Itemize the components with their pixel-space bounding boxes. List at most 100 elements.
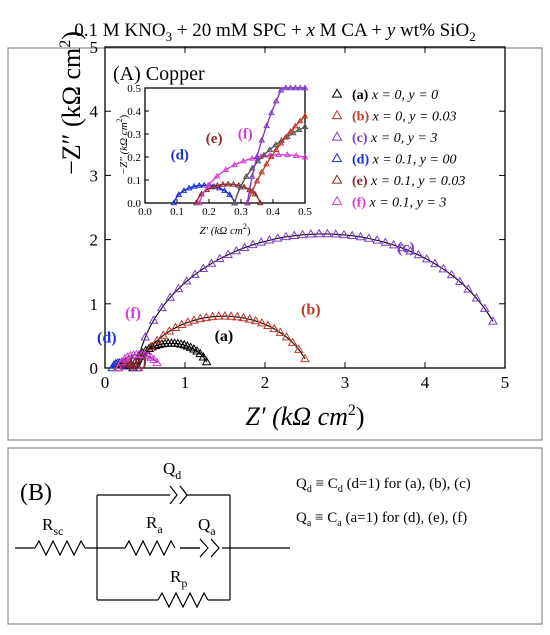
inset-data-point (213, 172, 221, 179)
legend-marker (331, 88, 343, 98)
inset-data-point (244, 199, 251, 206)
inset-data-point (260, 151, 268, 158)
inset-data-point (292, 122, 299, 129)
inset-data-point (224, 180, 232, 187)
equivalent-circuit: Rsc Qd Ra Qa Rp (15, 459, 290, 609)
data-point (232, 311, 243, 321)
data-point (226, 311, 236, 320)
data-point (173, 283, 184, 293)
data-point (153, 339, 164, 349)
inset-series-group: (d) (e) (f) (170, 84, 309, 206)
legend-marker (331, 152, 343, 163)
data-point (488, 316, 498, 325)
data-point (116, 356, 127, 366)
data-point (263, 320, 273, 330)
resistor-rsc (34, 539, 86, 557)
inset-data-point (256, 199, 264, 206)
inset-data-point (237, 183, 244, 190)
data-point (446, 269, 457, 279)
x-tick-label: 1 (181, 373, 190, 392)
data-point (206, 258, 217, 267)
data-point (244, 314, 255, 323)
inset-data-point (219, 180, 227, 187)
data-point (363, 233, 374, 242)
data-point (207, 311, 218, 321)
data-point (421, 253, 432, 263)
data-point (124, 358, 135, 367)
label-rp: Rp (170, 567, 187, 590)
x-tick-label: 4 (421, 373, 430, 392)
inset-arc (246, 115, 306, 204)
inset-data-point (221, 187, 228, 193)
curve-labels: (a) (b) (c) (d) (e) (f) (97, 239, 415, 370)
inset-data-point (200, 181, 208, 188)
data-point (148, 315, 159, 324)
panel-b-border (7, 447, 543, 625)
inset-data-point (248, 154, 256, 161)
data-point (397, 242, 407, 252)
data-point (388, 239, 399, 249)
data-point (220, 311, 230, 320)
legend: (a) x = 0, y = 0 (b) x = 0, y = 0.03 (c) x… (331, 88, 465, 211)
inset-x-tick-label: 0.1 (170, 206, 184, 218)
label-qa: Qa (198, 515, 216, 538)
inset-arc (198, 154, 306, 204)
inset-x-axis-label: Z′ (kΩ cm2) (199, 222, 250, 237)
x-axis-label: Z′ (kΩ cm2) (245, 402, 364, 431)
data-point (293, 344, 304, 353)
panel-b-label: (B) (20, 480, 52, 506)
data-point (355, 231, 366, 241)
data-point (146, 341, 156, 351)
inset-x-tick-label: 0.0 (138, 206, 152, 218)
inset-data-point (254, 157, 262, 164)
y-tick-label: 0 (90, 359, 99, 378)
data-point (238, 312, 249, 322)
legend-entry: (b) x = 0, y = 0.03 (352, 110, 456, 125)
data-point (256, 317, 267, 327)
data-point (176, 319, 187, 329)
data-point (455, 276, 465, 286)
data-point (463, 284, 474, 293)
inset-curve-label: (d) (171, 147, 189, 163)
main-series-group (107, 228, 498, 372)
y-tick-label: 3 (90, 166, 99, 185)
data-point (248, 239, 258, 249)
data-point (322, 228, 333, 238)
data-point (113, 362, 124, 372)
inset-data-point (272, 97, 280, 104)
inset-data-point (295, 126, 303, 133)
inset-y-axis-label: −Z″ (kΩ cm2) (115, 114, 130, 175)
inset-data-point (277, 139, 285, 146)
data-point (330, 229, 341, 238)
label-ra: Ra (146, 513, 163, 536)
inset-data-point (230, 180, 237, 187)
data-point (314, 228, 325, 238)
inset-arc (173, 184, 236, 204)
inset-curve-label: (f) (238, 127, 253, 143)
inset-data-point (196, 199, 203, 206)
label-rsc: Rsc (42, 515, 63, 538)
data-point (195, 313, 206, 323)
legend-entry: (c) x = 0, y = 3 (352, 131, 437, 146)
data-point (413, 249, 424, 259)
legend-entry: (d) x = 0.1, y = 00 (352, 153, 456, 168)
legend-entry: (f) x = 0.1, y = 3 (352, 196, 446, 211)
data-point (198, 263, 209, 273)
data-point (150, 340, 161, 350)
y-tick-label: 1 (90, 295, 99, 314)
inset-data-point (275, 151, 282, 157)
inset-data-point (192, 199, 200, 206)
resistor-ra (124, 539, 176, 557)
y-tick-label: 5 (90, 38, 99, 57)
inset-data-point (272, 141, 280, 148)
inset-data-point (301, 112, 309, 119)
data-point (214, 253, 225, 263)
data-point (181, 276, 192, 285)
data-point (152, 335, 162, 344)
inset-y-tick-label: 0.2 (127, 152, 141, 164)
curve-label: (c) (397, 239, 415, 256)
data-point (158, 330, 169, 339)
main-axis-ticks: 0 1 2 3 4 5 0 1 2 3 4 5 (90, 38, 510, 392)
inset-data-point (240, 157, 247, 164)
